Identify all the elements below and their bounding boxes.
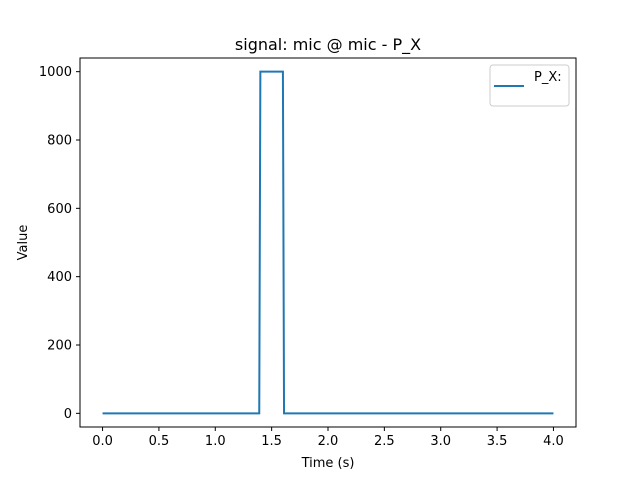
x-tick-label: 2.0 — [318, 434, 339, 449]
y-axis: 0 200 400 600 800 1000 — [39, 65, 80, 422]
x-tick-label: 3.5 — [487, 434, 508, 449]
chart-title: signal: mic @ mic - P_X — [235, 35, 421, 55]
x-tick-label: 4.0 — [543, 434, 564, 449]
series-layer — [102, 70, 554, 415]
y-tick-label: 0 — [64, 407, 72, 422]
x-tick-label: 3.0 — [430, 434, 451, 449]
y-tick-label: 400 — [47, 270, 72, 285]
x-axis-label: Time (s) — [301, 456, 355, 471]
x-axis: 0.0 0.5 1.0 1.5 2.0 2.5 3.0 3.5 4.0 — [92, 427, 564, 449]
legend: P_X: — [489, 64, 570, 107]
y-axis-label: Value — [16, 225, 31, 261]
series-line — [102, 70, 554, 415]
y-tick-label: 1000 — [39, 65, 72, 80]
y-tick-label: 600 — [47, 202, 72, 217]
x-tick-label: 0.5 — [149, 434, 170, 449]
y-tick-label: 800 — [47, 134, 72, 149]
x-tick-label: 2.5 — [374, 434, 395, 449]
legend-box — [489, 64, 570, 107]
legend-label: P_X: — [534, 70, 562, 85]
x-tick-label: 1.0 — [205, 434, 226, 449]
x-tick-label: 0.0 — [92, 434, 113, 449]
x-tick-label: 1.5 — [261, 434, 282, 449]
y-tick-label: 200 — [47, 339, 72, 354]
